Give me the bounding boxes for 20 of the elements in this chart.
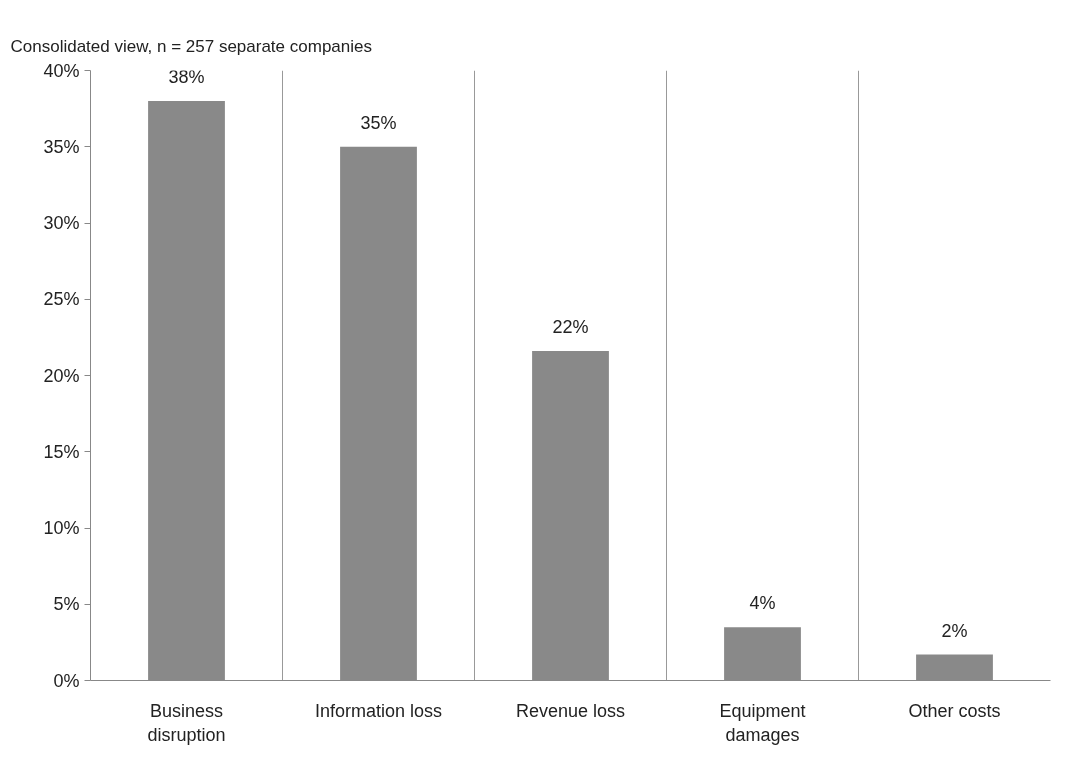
y-tick-label: 30% [43, 213, 80, 233]
x-tick-label: Information loss [314, 700, 443, 721]
y-tick-label: 15% [43, 441, 80, 462]
data-label: 38% [168, 67, 205, 87]
data-label: 4% [749, 593, 776, 614]
y-tick-label: 40% [43, 60, 80, 81]
x-tick-label: Revenue loss [515, 700, 626, 721]
x-tick-label: Equipment damages [719, 700, 806, 745]
y-tick-label: 20% [43, 365, 80, 386]
y-tick-label: 0% [53, 670, 80, 691]
data-label: 2% [941, 620, 968, 641]
data-label: 35% [360, 112, 397, 133]
chart-title: Consolidated view, n = 257 separate companies [10, 36, 372, 56]
data-label: 22% [552, 317, 589, 338]
y-tick-label: 5% [53, 594, 80, 615]
y-tick-label: 10% [43, 518, 80, 538]
y-tick-label: 25% [43, 289, 80, 310]
x-tick-label: Business disruption [147, 700, 226, 745]
y-tick-label: 35% [43, 136, 80, 157]
x-tick-label: Other costs [908, 700, 1001, 721]
